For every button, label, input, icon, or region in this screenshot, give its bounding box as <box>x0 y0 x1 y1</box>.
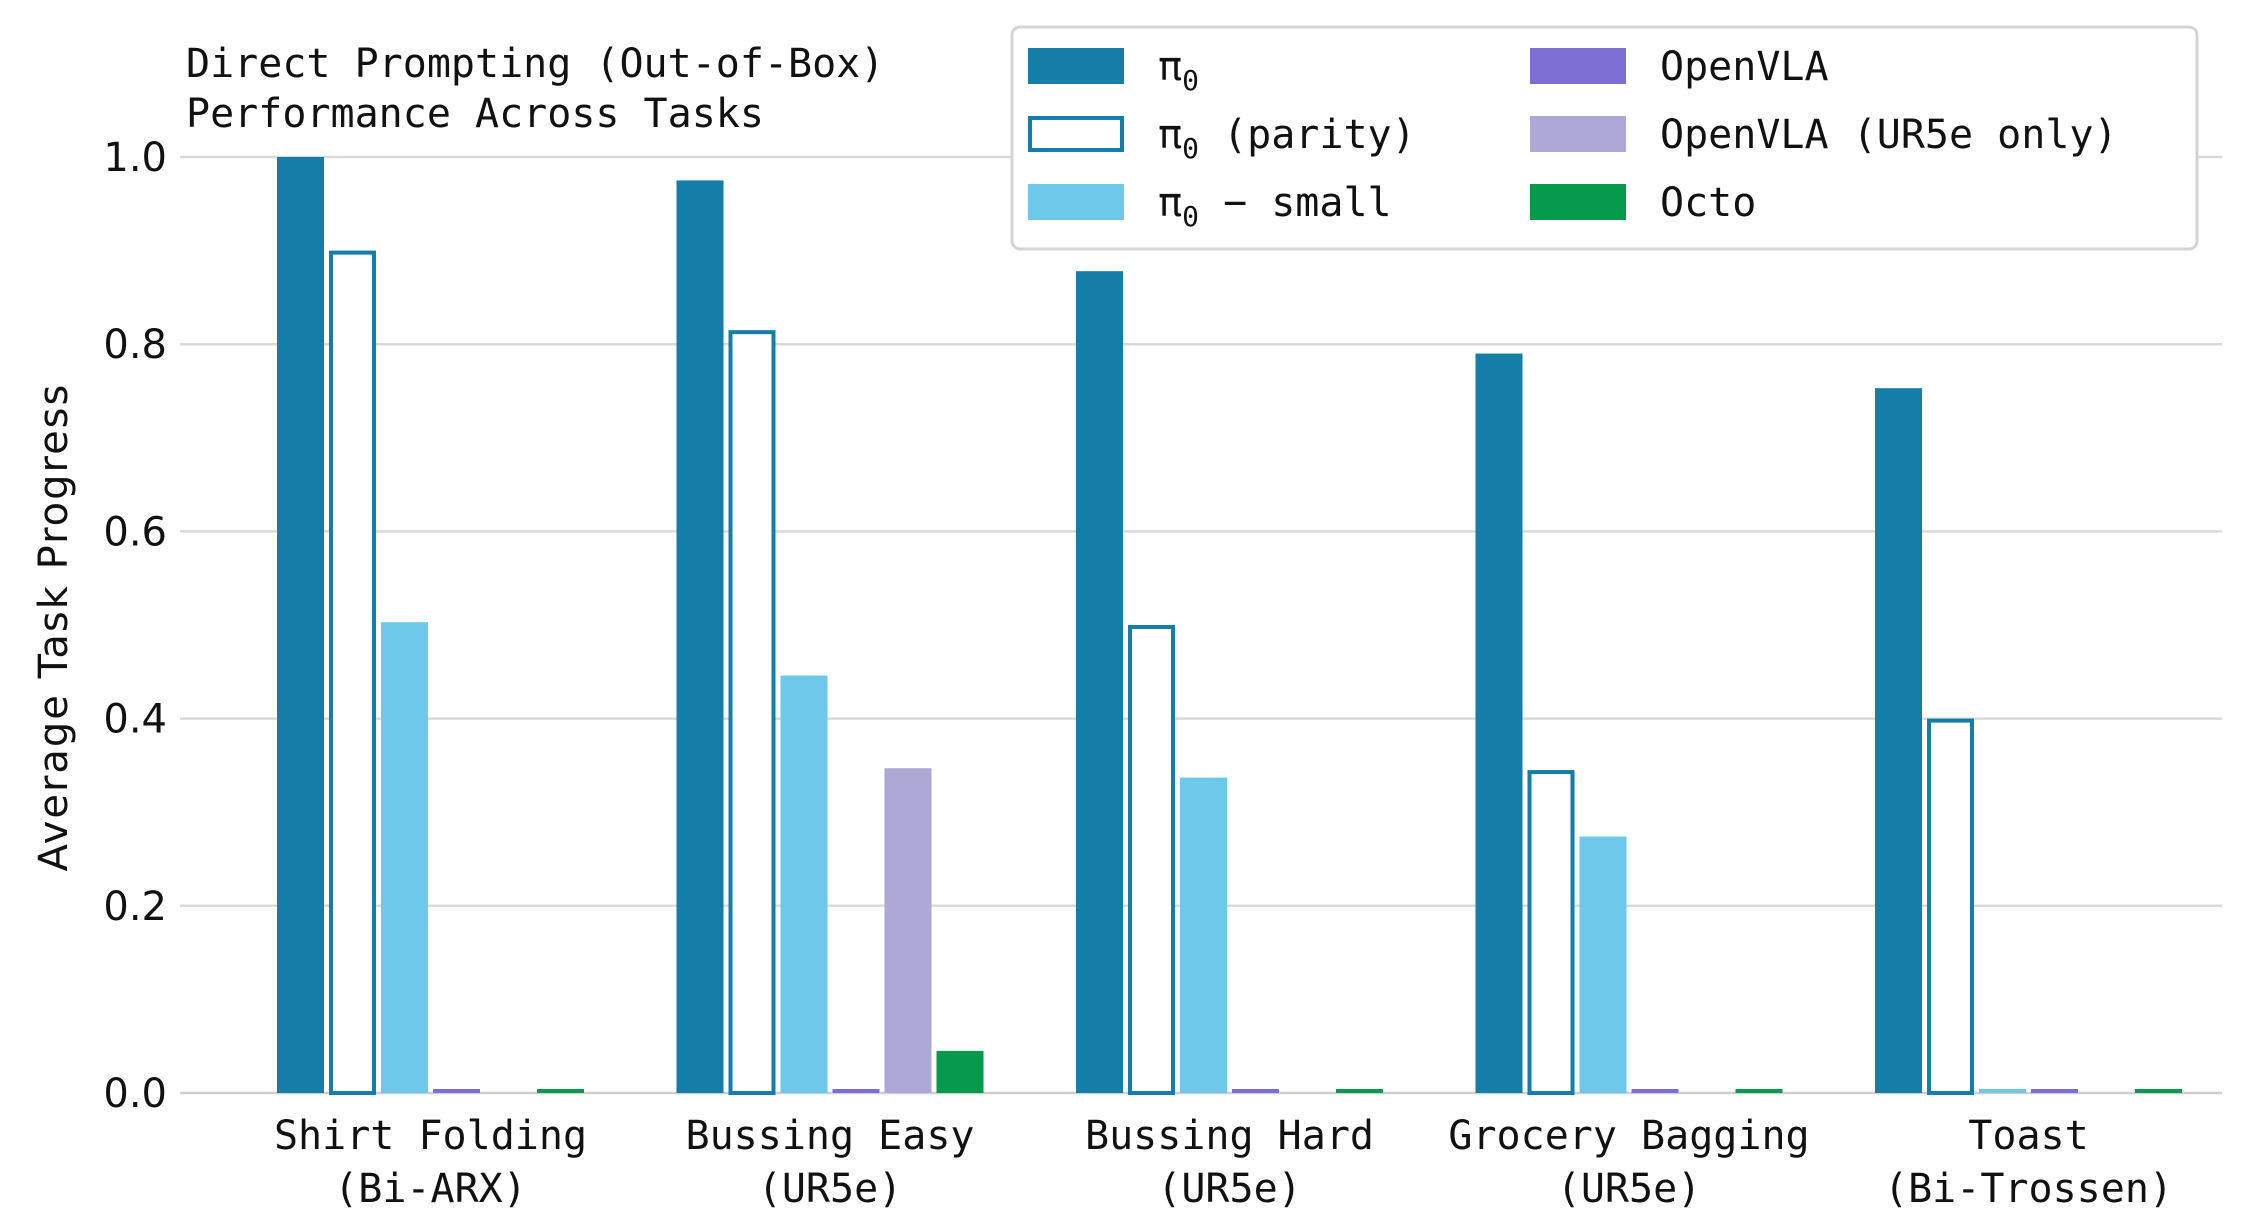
legend: π0 π0 (parity) π0 − small OpenVLA OpenVLA (U… <box>1010 25 2199 251</box>
bar <box>1527 770 1575 1096</box>
bar <box>329 250 376 1096</box>
bar <box>936 1050 984 1093</box>
bars <box>277 157 2182 1096</box>
x-category-label: Bussing Easy <box>686 1113 975 1159</box>
legend-label: OpenVLA (UR5e only) <box>1660 112 2118 158</box>
bar <box>780 675 828 1093</box>
legend-label: π0 − small <box>1158 180 1392 233</box>
bar <box>1475 353 1523 1093</box>
legend-label: Octo <box>1660 180 1756 226</box>
legend-swatch <box>1028 48 1124 84</box>
bar-zero <box>433 1089 480 1093</box>
x-category-label: Grocery Bagging <box>1448 1113 1809 1159</box>
bar-zero <box>537 1089 584 1093</box>
legend-swatch <box>1530 184 1626 220</box>
y-axis-label-group: Average Task Progress <box>31 383 77 872</box>
x-category-label: Bussing Hard <box>1085 1113 1374 1159</box>
y-axis-ticks: 0.0 0.2 0.4 0.6 0.8 1.0 <box>103 135 167 1117</box>
bar <box>884 768 932 1093</box>
legend-swatch <box>1530 116 1626 152</box>
bar-zero <box>1336 1089 1383 1093</box>
x-category-label: (Bi-Trossen) <box>1884 1166 2173 1212</box>
bar <box>381 622 428 1093</box>
x-category-label: (UR5e) <box>758 1166 903 1212</box>
bar <box>1579 836 1627 1093</box>
bar-zero <box>1232 1089 1279 1093</box>
bar <box>1128 625 1175 1095</box>
y-tick-label: 1.0 <box>103 135 167 181</box>
x-category-label: (UR5e) <box>1557 1166 1702 1212</box>
legend-label: OpenVLA <box>1660 44 1829 90</box>
chart-title: Direct Prompting (Out-of-Box) Performanc… <box>186 41 884 137</box>
bar <box>277 157 324 1093</box>
bar-zero <box>832 1089 880 1093</box>
bar <box>1076 271 1123 1093</box>
bar-zero <box>1631 1089 1679 1093</box>
bar <box>1180 777 1227 1093</box>
y-tick-label: 0.0 <box>103 1071 167 1117</box>
bar-zero <box>1979 1089 2026 1093</box>
chart-title-line-2: Performance Across Tasks <box>186 91 764 137</box>
bar-zero <box>1735 1089 1783 1093</box>
y-tick-label: 0.8 <box>103 322 167 368</box>
bar-zero <box>2135 1089 2182 1093</box>
x-category-label: (UR5e) <box>1157 1166 1302 1212</box>
bar <box>1927 718 1974 1095</box>
bar <box>728 330 776 1096</box>
y-tick-label: 0.6 <box>103 509 167 555</box>
legend-label: π0 <box>1158 44 1199 97</box>
bar-zero <box>2031 1089 2078 1093</box>
x-axis-categories: Shirt Folding (Bi-ARX) Bussing Easy (UR5e) B… <box>274 1113 2173 1212</box>
legend-swatch <box>1028 184 1124 220</box>
x-category-label: (Bi-ARX) <box>334 1166 527 1212</box>
bar <box>676 180 724 1093</box>
y-axis-label: Average Task Progress <box>31 383 77 872</box>
bar <box>1875 388 1922 1093</box>
y-tick-label: 0.2 <box>103 884 167 930</box>
legend-label: π0 (parity) <box>1158 112 1416 165</box>
legend-swatch <box>1028 116 1124 152</box>
x-category-label: Toast <box>1968 1113 2088 1159</box>
y-tick-label: 0.4 <box>103 697 167 743</box>
chart-title-line-1: Direct Prompting (Out-of-Box) <box>186 41 884 87</box>
x-category-label: Shirt Folding <box>274 1113 587 1159</box>
legend-swatch <box>1530 48 1626 84</box>
